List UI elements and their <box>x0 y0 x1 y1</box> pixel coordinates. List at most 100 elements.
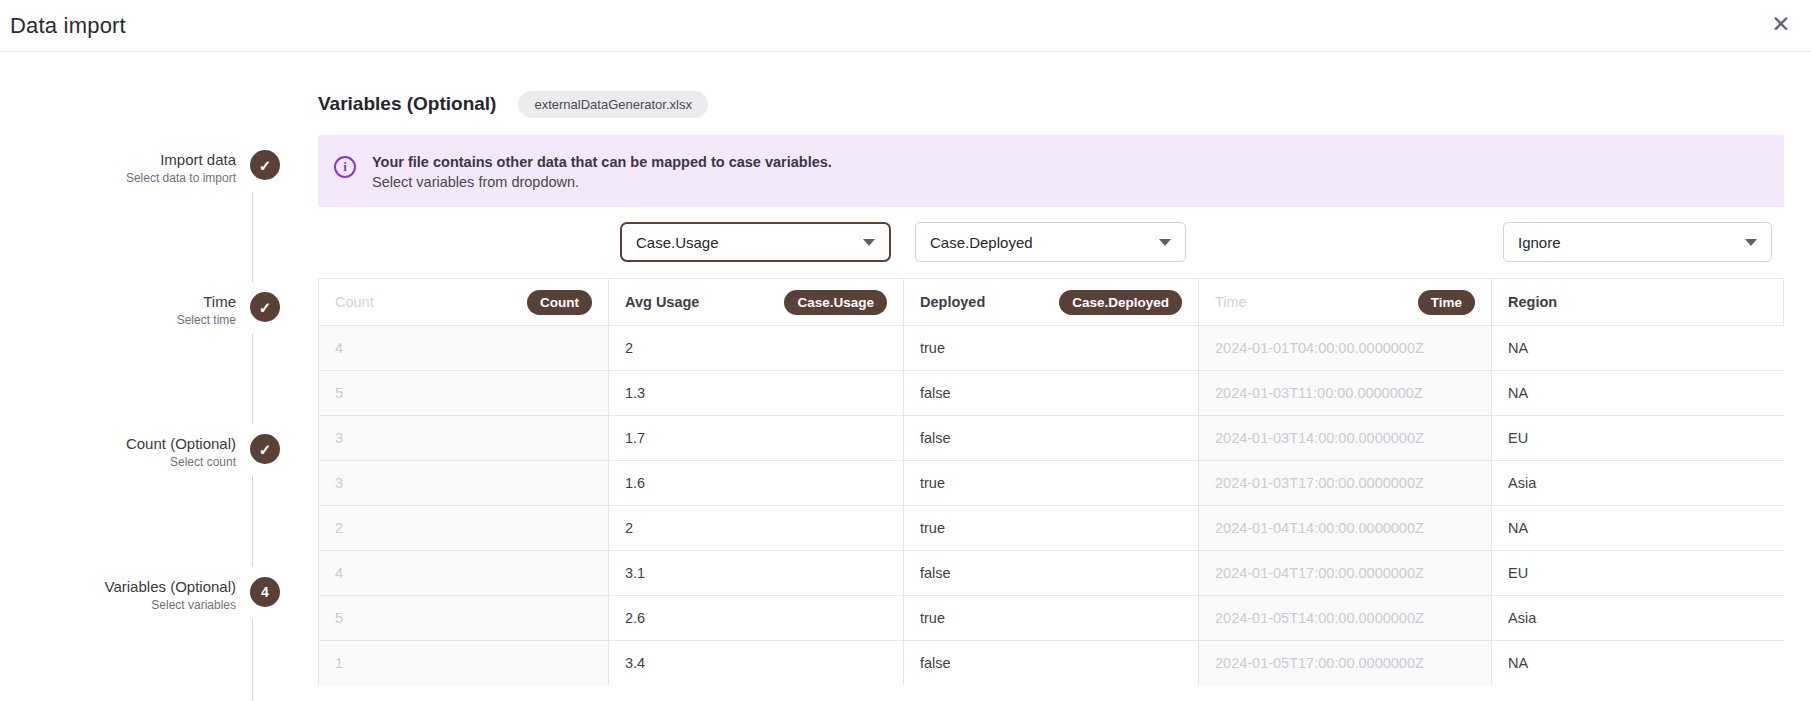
table-cell-deployed: true <box>904 506 1199 550</box>
table-cell-avg-usage: 1.7 <box>609 416 904 460</box>
table-cell-region: Asia <box>1492 461 1785 505</box>
table-cell-avg-usage: 3.1 <box>609 551 904 595</box>
table-cell-count: 4 <box>319 551 609 595</box>
table-row: 51.3false2024-01-03T11:00:00.0000000ZNA <box>319 370 1783 415</box>
table-cell-region: NA <box>1492 506 1785 550</box>
table-row: 31.6true2024-01-03T17:00:00.0000000ZAsia <box>319 460 1783 505</box>
file-name-chip: externalDataGenerator.xlsx <box>518 91 708 118</box>
table-cell-count: 3 <box>319 461 609 505</box>
stepper-connector <box>252 192 253 282</box>
table-cell-region: NA <box>1492 641 1785 685</box>
table-cell-region: EU <box>1492 416 1785 460</box>
table-cell-count: 3 <box>319 416 609 460</box>
column-label: Count <box>335 294 374 310</box>
step-check-icon: ✓ <box>250 292 280 322</box>
table-cell-deployed: false <box>904 641 1199 685</box>
select-value: Case.Deployed <box>930 234 1033 251</box>
table-cell-count: 4 <box>319 326 609 370</box>
step-subtitle: Select data to import <box>126 170 236 187</box>
table-cell-deployed: false <box>904 416 1199 460</box>
table-cell-region: EU <box>1492 551 1785 595</box>
table-cell-count: 5 <box>319 371 609 415</box>
table-cell-time: 2024-01-03T14:00:00.0000000Z <box>1199 416 1492 460</box>
variable-select-ignore[interactable]: Ignore <box>1503 222 1772 262</box>
heading-row: Variables (Optional) externalDataGenerat… <box>318 89 1784 119</box>
table-cell-deployed: true <box>904 596 1199 640</box>
stepper-item-variables-optional[interactable]: Variables (Optional)Select variables4 <box>105 575 280 614</box>
table-cell-region: NA <box>1492 326 1785 370</box>
variable-select-case-usage[interactable]: Case.Usage <box>620 222 891 262</box>
mapping-badge: Time <box>1418 290 1475 315</box>
mapping-badge: Case.Usage <box>784 290 887 315</box>
step-text: Count (Optional)Select count <box>126 432 236 471</box>
table-cell-avg-usage: 2.6 <box>609 596 904 640</box>
table-cell-time: 2024-01-03T17:00:00.0000000Z <box>1199 461 1492 505</box>
table-cell-time: 2024-01-05T17:00:00.0000000Z <box>1199 641 1492 685</box>
stepper-connector <box>252 476 253 567</box>
dropdown-cell: Case.Usage <box>608 222 903 262</box>
step-text: Variables (Optional)Select variables <box>105 575 236 614</box>
banner-line2: Select variables from dropdown. <box>372 172 832 192</box>
table-body: 42true2024-01-01T04:00:00.0000000ZNA51.3… <box>319 325 1783 685</box>
step-title: Variables (Optional) <box>105 577 236 597</box>
mapping-badge: Case.Deployed <box>1059 290 1182 315</box>
table-cell-deployed: true <box>904 326 1199 370</box>
column-label: Region <box>1508 294 1557 310</box>
table-cell-deployed: false <box>904 371 1199 415</box>
page-title: Variables (Optional) <box>318 93 496 115</box>
dialog-header: Data import ✕ <box>0 0 1811 52</box>
table-row: 31.7false2024-01-03T14:00:00.0000000ZEU <box>319 415 1783 460</box>
column-label: Avg Usage <box>625 294 699 310</box>
column-header-count: CountCount <box>319 279 609 325</box>
chevron-down-icon <box>1745 239 1757 246</box>
stepper: Import dataSelect data to import✓TimeSel… <box>0 52 318 701</box>
table-cell-avg-usage: 1.6 <box>609 461 904 505</box>
stepper-item-count-optional[interactable]: Count (Optional)Select count ✓ <box>126 432 280 471</box>
select-value: Ignore <box>1518 234 1561 251</box>
table-row: 22true2024-01-04T14:00:00.0000000ZNA <box>319 505 1783 550</box>
table-cell-time: 2024-01-03T11:00:00.0000000Z <box>1199 371 1492 415</box>
step-check-icon: ✓ <box>250 150 280 180</box>
chevron-down-icon <box>863 239 875 246</box>
step-subtitle: Select count <box>126 454 236 471</box>
step-subtitle: Select time <box>177 312 236 329</box>
column-header-deployed: Deployed Case.Deployed <box>904 279 1199 325</box>
table-cell-time: 2024-01-05T14:00:00.0000000Z <box>1199 596 1492 640</box>
step-title: Time <box>177 292 236 312</box>
step-text: TimeSelect time <box>177 290 236 329</box>
table-row: 52.6true2024-01-05T14:00:00.0000000ZAsia <box>319 595 1783 640</box>
variable-dropdown-row: Case.Usage Case.Deployed Ignore <box>318 219 1784 265</box>
chevron-down-icon <box>1159 239 1171 246</box>
preview-table: CountCount Avg Usage Case.Usage Deployed Cas… <box>318 278 1784 685</box>
dialog-title: Data import <box>10 13 126 39</box>
dialog-content: Import dataSelect data to import✓TimeSel… <box>0 52 1811 701</box>
table-row: 13.4false2024-01-05T17:00:00.0000000ZNA <box>319 640 1783 685</box>
data-import-dialog: Data import ✕ Import dataSelect data to … <box>0 0 1811 701</box>
dropdown-cell: Ignore <box>1491 222 1784 262</box>
stepper-item-import-data[interactable]: Import dataSelect data to import ✓ <box>126 148 280 187</box>
table-cell-count: 1 <box>319 641 609 685</box>
step-subtitle: Select variables <box>105 597 236 614</box>
column-label: Deployed <box>920 294 985 310</box>
select-value: Case.Usage <box>636 234 719 251</box>
table-cell-time: 2024-01-04T14:00:00.0000000Z <box>1199 506 1492 550</box>
close-icon[interactable]: ✕ <box>1765 8 1797 40</box>
info-banner: i Your file contains other data that can… <box>318 135 1784 207</box>
stepper-connector <box>252 334 253 424</box>
dropdown-cell: Case.Deployed <box>903 222 1198 262</box>
step-title: Count (Optional) <box>126 434 236 454</box>
column-header-region: Region <box>1492 279 1785 325</box>
stepper-item-time[interactable]: TimeSelect time ✓ <box>177 290 280 329</box>
table-cell-avg-usage: 1.3 <box>609 371 904 415</box>
banner-line1: Your file contains other data that can b… <box>372 152 832 172</box>
stepper-connector <box>252 619 253 701</box>
info-banner-text: Your file contains other data that can b… <box>372 152 832 192</box>
step-check-icon: ✓ <box>250 434 280 464</box>
table-cell-region: NA <box>1492 371 1785 415</box>
table-cell-region: Asia <box>1492 596 1785 640</box>
table-cell-avg-usage: 2 <box>609 326 904 370</box>
step-title: Import data <box>126 150 236 170</box>
table-cell-count: 2 <box>319 506 609 550</box>
table-cell-count: 5 <box>319 596 609 640</box>
variable-select-case-deployed[interactable]: Case.Deployed <box>915 222 1186 262</box>
